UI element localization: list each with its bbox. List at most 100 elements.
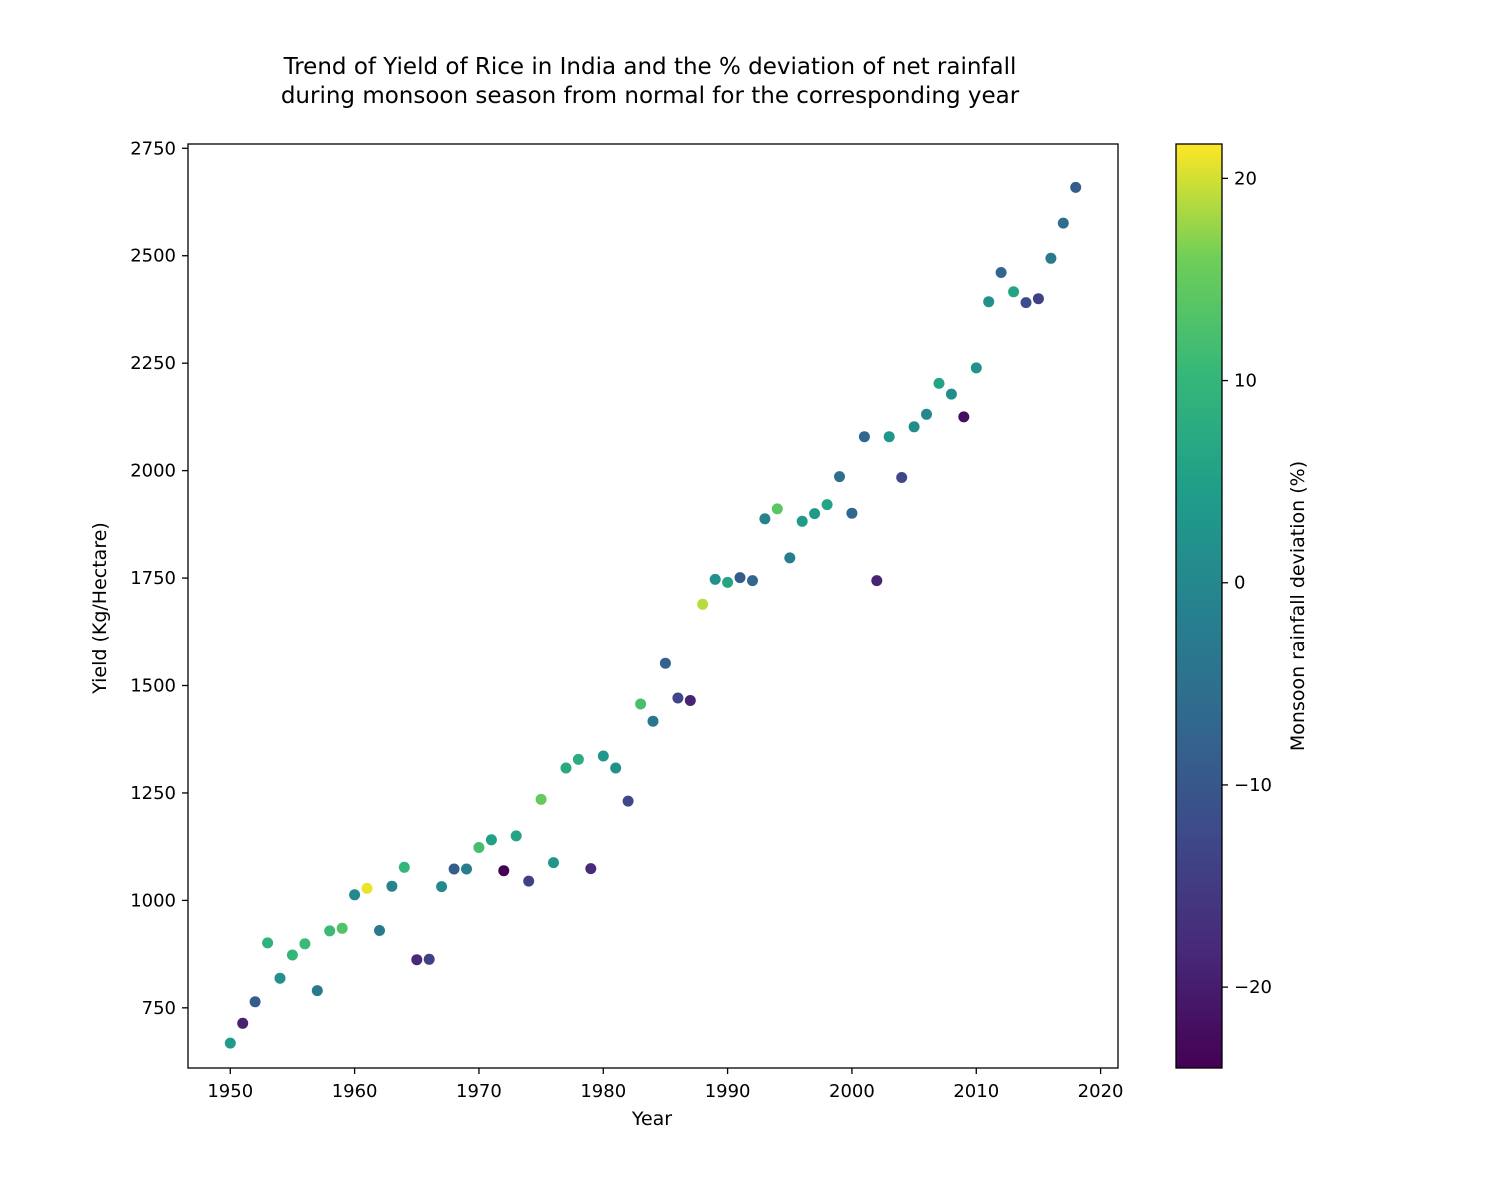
plot-area-frame <box>187 143 1119 1069</box>
data-point <box>834 471 845 483</box>
y-tick-label: 2000 <box>130 461 176 482</box>
data-point <box>635 698 647 710</box>
data-point <box>436 881 448 893</box>
colorbar-tick-label: 20 <box>1234 168 1257 189</box>
data-point <box>684 695 696 706</box>
x-tick-label: 2000 <box>829 1081 875 1102</box>
data-point <box>485 834 497 846</box>
data-point <box>622 795 634 807</box>
data-point <box>523 875 535 887</box>
data-point <box>224 1037 236 1049</box>
data-point <box>958 411 970 423</box>
data-point <box>858 431 870 443</box>
x-axis-label: Year <box>631 1108 673 1130</box>
data-point <box>983 296 995 308</box>
data-point <box>722 576 734 588</box>
data-point <box>747 575 758 587</box>
data-point <box>498 865 510 877</box>
data-point <box>796 515 808 527</box>
data-point <box>1008 286 1020 298</box>
data-point <box>672 692 684 704</box>
y-axis: 750 1000 1250 1500 1750 2000 2250 2500 2750 <box>130 138 188 1019</box>
data-point <box>659 657 671 669</box>
data-point <box>809 508 821 520</box>
x-tick-label: 1980 <box>580 1081 626 1102</box>
colorbar-tick-label: 0 <box>1234 573 1245 594</box>
data-point <box>759 513 771 525</box>
chart-title: Trend of Yield of Rice in India and the … <box>283 54 1017 80</box>
data-point <box>908 421 920 433</box>
x-tick-label: 1960 <box>332 1081 378 1102</box>
data-point <box>610 762 622 774</box>
data-point <box>374 925 385 936</box>
data-point <box>1032 293 1044 305</box>
data-point <box>398 861 410 873</box>
data-point <box>1070 181 1082 193</box>
data-point <box>585 863 597 875</box>
chart-subtitle: during monsoon season from normal for th… <box>280 83 1020 109</box>
data-point <box>361 882 373 894</box>
colorbar-tick-label: −20 <box>1234 977 1272 998</box>
data-point <box>945 388 957 400</box>
data-point <box>995 267 1007 278</box>
x-tick-label: 1990 <box>705 1081 751 1102</box>
data-point <box>1020 297 1032 309</box>
data-point <box>336 922 348 934</box>
data-point <box>871 575 883 587</box>
data-point <box>286 949 298 961</box>
data-point <box>535 793 547 805</box>
data-point <box>299 938 311 950</box>
data-point <box>883 431 895 443</box>
data-point <box>262 937 274 949</box>
x-tick-label: 2020 <box>1078 1081 1124 1102</box>
x-tick-label: 1970 <box>456 1081 502 1102</box>
y-tick-label: 1000 <box>130 890 176 911</box>
y-tick-label: 1750 <box>130 568 176 589</box>
data-point <box>709 573 721 585</box>
y-axis-label: Yield (Kg/Hectare) <box>89 522 111 694</box>
data-point <box>1057 217 1069 229</box>
data-point <box>896 472 908 483</box>
y-tick-label: 2500 <box>130 246 176 267</box>
data-point <box>249 996 261 1008</box>
data-point <box>461 863 472 875</box>
data-point <box>846 507 858 519</box>
data-point <box>921 408 932 420</box>
data-point <box>734 572 746 584</box>
colorbar-tick-label: 10 <box>1234 371 1257 392</box>
data-point <box>597 750 609 762</box>
x-tick-label: 2010 <box>953 1081 999 1102</box>
colorbar-axis: −20 −10 0 10 20 <box>1222 168 1272 998</box>
x-tick-label: 1950 <box>207 1081 253 1102</box>
data-point <box>423 953 435 965</box>
data-point <box>349 889 361 901</box>
data-point <box>386 880 398 892</box>
data-point <box>274 972 286 984</box>
colorbar <box>1176 144 1222 1068</box>
colorbar-frame <box>1175 143 1223 1069</box>
data-point <box>771 503 783 515</box>
y-tick-label: 2750 <box>130 138 176 159</box>
x-axis: 1950 1960 1970 1980 1990 2000 2010 2020 <box>207 1068 1123 1102</box>
data-point <box>1045 252 1057 264</box>
y-tick-label: 750 <box>142 998 176 1019</box>
data-point <box>821 499 833 511</box>
data-points <box>224 181 1082 1049</box>
data-point <box>473 842 485 853</box>
data-point <box>572 753 584 765</box>
data-point <box>411 954 423 966</box>
data-point <box>237 1017 249 1029</box>
data-point <box>697 598 709 610</box>
data-point <box>647 715 659 727</box>
y-tick-label: 1250 <box>130 783 176 804</box>
data-point <box>933 377 945 389</box>
data-point <box>784 552 796 564</box>
data-point <box>311 985 323 997</box>
colorbar-tick-label: −10 <box>1234 775 1272 796</box>
colorbar-label: Monsoon rainfall deviation (%) <box>1287 460 1309 752</box>
data-point <box>510 830 522 842</box>
data-point <box>324 925 336 937</box>
y-tick-label: 2250 <box>130 353 176 374</box>
data-point <box>970 362 982 374</box>
